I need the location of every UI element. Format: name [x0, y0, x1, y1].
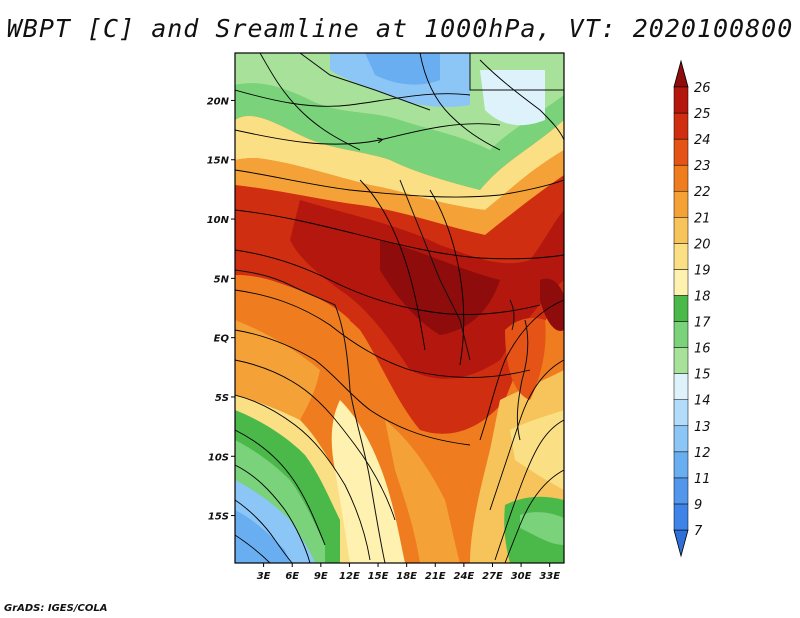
lon-tick-label: 6E — [285, 571, 299, 582]
colorbar-segment — [673, 269, 689, 296]
colorbar-label: 17 — [694, 316, 711, 331]
colorbar-segment — [673, 347, 689, 374]
lon-tick-label: 24E — [453, 571, 474, 582]
colorbar-label: 22 — [694, 185, 711, 200]
colorbar-label: 15 — [694, 368, 711, 383]
colorbar-segment — [673, 190, 689, 218]
colorbar-label: 12 — [694, 446, 711, 461]
colorbar-segment — [673, 503, 689, 531]
lat-tick-label: 15S — [208, 512, 229, 523]
colorbar-segment — [673, 373, 689, 400]
lon-tick-label: 18E — [396, 571, 417, 582]
lat-tick-label: 10S — [208, 452, 229, 463]
colorbar-segment — [673, 138, 689, 166]
colorbar-segment — [673, 295, 689, 322]
colorbar-label: 26 — [694, 81, 711, 96]
colorbar-label: 21 — [694, 211, 711, 226]
triangle-arrow-icon — [673, 529, 689, 558]
colorbar: 7 9 11 12 13 14 15 16 17 18 19 20 21 22 23 24 25 26 — [673, 59, 711, 558]
colorbar-label: 25 — [694, 107, 711, 122]
latitude-axis: 20N 15N 10N 5N EQ 5S 10S 15S — [207, 96, 235, 523]
colorbar-label: 19 — [694, 263, 711, 278]
map-frame — [234, 52, 565, 564]
colorbar-label: 24 — [694, 133, 711, 148]
lat-tick-label: 5S — [215, 393, 229, 404]
triangle-arrow-icon — [673, 59, 689, 88]
colorbar-label: 7 — [694, 524, 703, 539]
colorbar-label: 16 — [694, 342, 711, 357]
lon-tick-label: 15E — [368, 571, 389, 582]
lon-tick-label: 21E — [425, 571, 446, 582]
lat-tick-label: 5N — [214, 274, 230, 285]
colorbar-segment — [673, 164, 689, 192]
colorbar-label: 13 — [694, 420, 711, 435]
lon-tick-label: 27E — [482, 571, 503, 582]
lon-tick-label: 9E — [314, 571, 328, 582]
colorbar-segment — [673, 399, 689, 427]
coastlines-borders — [235, 53, 564, 563]
lat-tick-label: 15N — [207, 156, 230, 167]
lon-tick-label: 30E — [511, 571, 532, 582]
colorbar-label: 9 — [694, 498, 702, 513]
colorbar-segment — [673, 217, 689, 244]
longitude-axis: 3E 6E 9E 12E 15E 18E 21E 24E 27E 30E 33E — [257, 563, 560, 582]
colorbar-segment — [673, 86, 689, 114]
colorbar-segment — [673, 451, 689, 479]
lon-tick-label: 33E — [539, 571, 560, 582]
colorbar-label: 18 — [694, 289, 711, 304]
colorbar-segment — [673, 425, 689, 453]
colorbar-segment — [673, 321, 689, 348]
colorbar-segment — [673, 112, 689, 140]
lon-tick-label: 12E — [339, 571, 360, 582]
colorbar-label: 23 — [694, 159, 711, 174]
colorbar-label: 11 — [694, 472, 711, 487]
lat-tick-label: 20N — [207, 96, 230, 107]
colorbar-segment — [673, 477, 689, 505]
streamlines — [235, 53, 564, 563]
colorbar-label: 14 — [694, 394, 711, 409]
chart-title: WBPT [C] and Sreamline at 1000hPa, VT: 2… — [6, 14, 794, 43]
lat-tick-label: EQ — [214, 334, 230, 345]
lat-tick-label: 10N — [207, 215, 230, 226]
temperature-field — [235, 53, 564, 563]
lon-tick-label: 3E — [257, 571, 271, 582]
colorbar-label: 20 — [694, 237, 711, 252]
grads-credit: GrADS: IGES/COLA — [4, 603, 108, 614]
colorbar-segment — [673, 243, 689, 270]
